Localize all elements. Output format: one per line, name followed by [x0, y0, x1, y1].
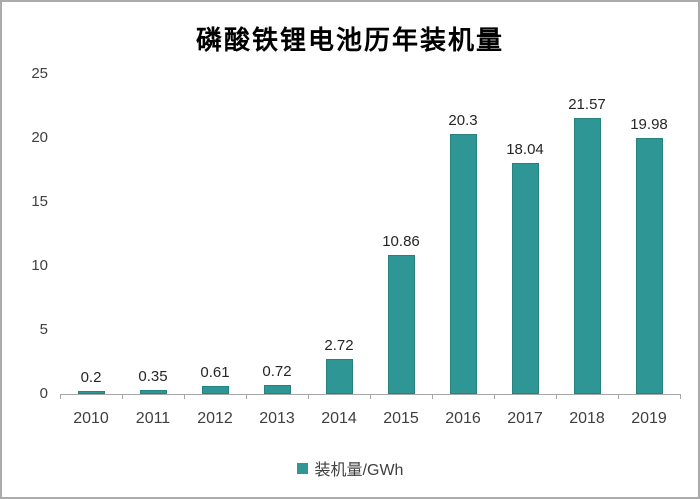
x-axis-tick: [308, 394, 309, 399]
x-axis-tick: [122, 394, 123, 399]
bar-value-label: 0.2: [80, 369, 102, 386]
bar: [636, 138, 663, 394]
bar-value-label: 20.3: [448, 112, 478, 129]
x-axis-tick: [618, 394, 619, 399]
x-axis-tick: [680, 394, 681, 399]
legend-label: 装机量/GWh: [314, 462, 404, 479]
bar-value-label: 0.72: [262, 363, 292, 380]
legend-marker-icon: [296, 462, 308, 474]
x-axis-category-label: 2014: [321, 410, 357, 427]
bar-value-label: 19.98: [630, 116, 668, 133]
bar: [78, 391, 105, 394]
y-axis-tick-label: 0: [39, 385, 48, 402]
legend: 装机量/GWh: [2, 456, 698, 480]
bar: [326, 359, 353, 394]
x-axis-category-label: 2019: [631, 410, 667, 427]
y-axis-tick-label: 25: [31, 65, 48, 82]
x-axis-category-label: 2010: [73, 410, 109, 427]
bar: [574, 118, 601, 394]
chart-title: 磷酸铁锂电池历年装机量: [195, 26, 504, 55]
bar: [450, 134, 477, 394]
x-axis-category-label: 2012: [197, 410, 233, 427]
x-axis-tick: [184, 394, 185, 399]
x-axis-category-label: 2018: [569, 410, 605, 427]
bar-value-label: 18.04: [506, 141, 544, 158]
x-axis-category-label: 2015: [383, 410, 419, 427]
x-axis-tick: [246, 394, 247, 399]
x-axis-category-label: 2017: [507, 410, 543, 427]
bar-value-label: 21.57: [568, 96, 606, 113]
bar-value-label: 0.35: [138, 368, 168, 385]
bar: [264, 385, 291, 394]
bar-value-label: 10.86: [382, 233, 420, 250]
y-axis-tick-label: 15: [31, 193, 48, 210]
y-axis-tick-label: 20: [31, 129, 48, 146]
bar: [140, 390, 167, 394]
bar-value-label: 2.72: [324, 337, 354, 354]
x-axis-tick: [556, 394, 557, 399]
bar-value-label: 0.61: [200, 364, 230, 381]
y-axis-tick-label: 10: [31, 257, 48, 274]
x-axis-tick: [370, 394, 371, 399]
x-axis-tick: [432, 394, 433, 399]
bar: [388, 255, 415, 394]
bar: [202, 386, 229, 394]
x-axis-category-label: 2011: [135, 410, 171, 427]
x-axis-tick: [60, 394, 61, 399]
x-axis-category-label: 2013: [259, 410, 295, 427]
x-axis-category-label: 2016: [445, 410, 481, 427]
x-axis-tick: [494, 394, 495, 399]
bar: [512, 163, 539, 394]
y-axis-tick-label: 5: [39, 321, 48, 338]
